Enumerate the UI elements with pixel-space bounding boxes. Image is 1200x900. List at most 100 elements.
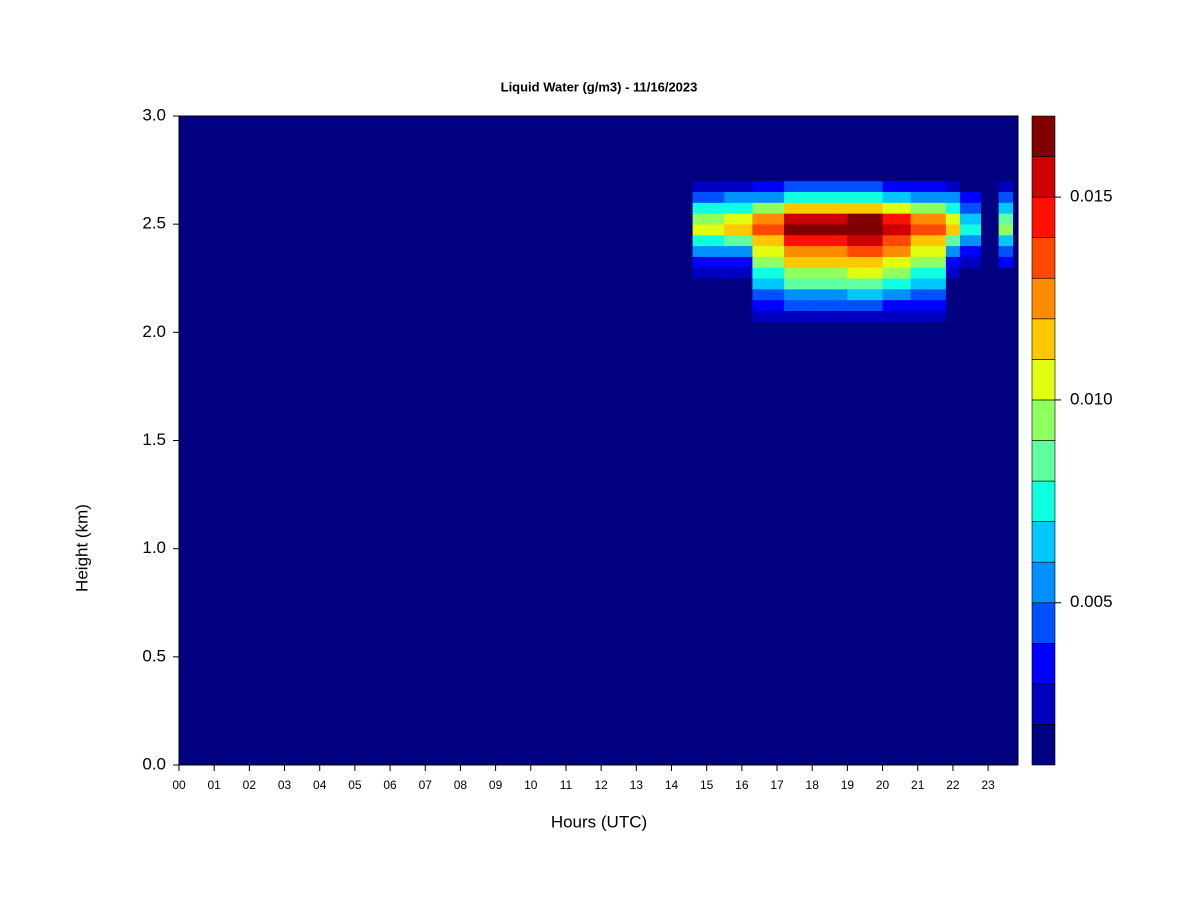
colorbar-band — [1031, 115, 1056, 157]
cell — [910, 245, 947, 257]
cell — [752, 245, 785, 257]
cell — [910, 180, 947, 193]
y-tick-label: 2.5 — [142, 214, 166, 233]
x-tick-label: 04 — [313, 778, 327, 792]
cell — [945, 213, 961, 225]
cell — [959, 234, 982, 247]
cell — [959, 267, 982, 279]
cell — [910, 289, 947, 301]
chart-title: Liquid Water (g/m3) - 11/16/2023 — [501, 79, 698, 94]
cell — [981, 213, 999, 225]
x-tick-label: 13 — [630, 778, 644, 792]
cell — [784, 299, 813, 311]
cell — [981, 224, 999, 236]
cell — [752, 278, 785, 290]
cell — [692, 256, 725, 268]
colorbar-tick-label: 0.015 — [1070, 187, 1113, 206]
cell — [724, 267, 753, 279]
cell — [812, 299, 848, 311]
y-tick-label: 1.0 — [142, 538, 166, 557]
cell — [784, 289, 813, 301]
cell — [812, 180, 848, 193]
cell — [752, 213, 785, 225]
cell — [998, 278, 1014, 290]
cell — [910, 191, 947, 203]
cell — [724, 289, 753, 301]
cell — [724, 180, 753, 193]
cell — [724, 278, 753, 290]
x-tick-label: 20 — [876, 778, 890, 792]
cell — [847, 180, 883, 193]
cell — [692, 267, 725, 279]
cell — [910, 267, 947, 279]
x-tick-label: 23 — [981, 778, 995, 792]
cell — [945, 224, 961, 236]
cell — [981, 170, 999, 182]
x-tick-label: 09 — [489, 778, 503, 792]
x-tick-label: 00 — [172, 778, 186, 792]
cell — [945, 180, 961, 193]
cell — [910, 299, 947, 311]
cell — [724, 224, 753, 236]
cell — [724, 213, 753, 225]
cell — [998, 170, 1014, 182]
cell — [812, 256, 848, 268]
cell — [724, 170, 753, 182]
cell — [752, 170, 785, 182]
cell — [882, 213, 912, 225]
x-tick-label: 17 — [770, 778, 784, 792]
x-tick-label: 16 — [735, 778, 749, 792]
cell — [882, 170, 912, 182]
colorbar-band — [1031, 602, 1056, 644]
cell — [847, 256, 883, 268]
x-tick-label: 19 — [841, 778, 855, 792]
cell — [847, 234, 883, 247]
cell — [784, 213, 813, 225]
cell — [998, 245, 1014, 257]
x-tick-label: 08 — [454, 778, 468, 792]
x-tick-label: 21 — [911, 778, 925, 792]
cell — [784, 170, 813, 182]
y-axis-label: Height (km) — [72, 504, 91, 592]
cell — [981, 245, 999, 257]
cell — [998, 224, 1014, 236]
x-tick-label: 14 — [665, 778, 679, 792]
colorbar-band — [1031, 561, 1056, 604]
cell — [724, 256, 753, 268]
cell — [847, 299, 883, 311]
cell — [752, 180, 785, 193]
cell — [981, 278, 999, 290]
cell — [784, 234, 813, 247]
cell — [692, 299, 725, 311]
cell — [724, 299, 753, 311]
cell — [784, 191, 813, 203]
cell — [945, 202, 961, 214]
cell — [945, 267, 961, 279]
colorbar-band — [1031, 521, 1056, 563]
x-tick-label: 03 — [278, 778, 292, 792]
cell — [998, 202, 1014, 214]
cell — [981, 234, 999, 247]
cell — [910, 278, 947, 290]
colorbar-band — [1031, 683, 1056, 725]
cell — [692, 289, 725, 301]
cell — [959, 180, 982, 193]
cell — [910, 202, 947, 214]
cell — [959, 245, 982, 257]
cell — [959, 256, 982, 268]
cell — [812, 213, 848, 225]
cell — [945, 299, 961, 311]
cell — [812, 224, 848, 236]
cell — [692, 213, 725, 225]
colorbar-band — [1031, 196, 1056, 238]
cell — [847, 267, 883, 279]
cell — [945, 234, 961, 247]
colorbar-band — [1031, 480, 1056, 522]
cell — [882, 310, 912, 322]
cell — [882, 299, 912, 311]
cell — [981, 267, 999, 279]
cell — [752, 224, 785, 236]
cell — [752, 234, 785, 247]
